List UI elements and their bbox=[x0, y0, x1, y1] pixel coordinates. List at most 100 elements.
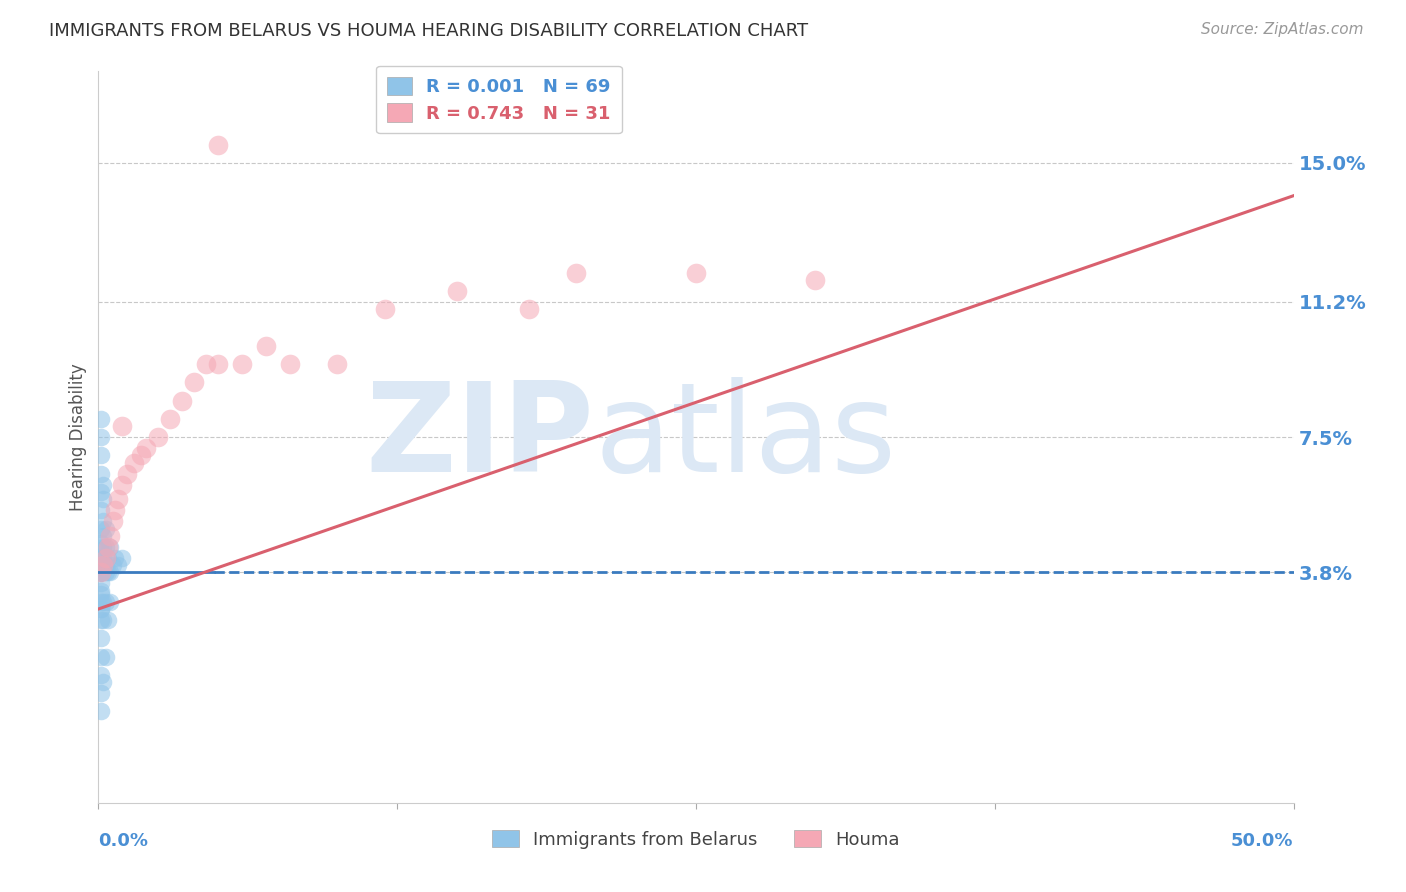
Point bbox=[91, 558, 114, 573]
Point bbox=[90, 566, 112, 580]
Point bbox=[90, 602, 112, 616]
Point bbox=[159, 412, 181, 426]
Point bbox=[90, 412, 112, 426]
Point bbox=[97, 566, 120, 580]
Point bbox=[91, 675, 114, 690]
Text: ZIP: ZIP bbox=[366, 376, 595, 498]
Point bbox=[517, 301, 540, 317]
Point bbox=[91, 594, 114, 608]
Point bbox=[97, 550, 120, 565]
Text: 50.0%: 50.0% bbox=[1232, 832, 1294, 850]
Text: IMMIGRANTS FROM BELARUS VS HOUMA HEARING DISABILITY CORRELATION CHART: IMMIGRANTS FROM BELARUS VS HOUMA HEARING… bbox=[49, 22, 808, 40]
Point bbox=[90, 566, 112, 580]
Point bbox=[135, 441, 157, 455]
Y-axis label: Hearing Disability: Hearing Disability bbox=[69, 363, 87, 511]
Point bbox=[374, 301, 396, 317]
Point bbox=[90, 467, 112, 481]
Point bbox=[90, 521, 112, 535]
Point bbox=[278, 357, 301, 371]
Point bbox=[90, 566, 112, 580]
Point bbox=[90, 566, 112, 580]
Point bbox=[685, 266, 707, 280]
Point bbox=[90, 566, 112, 580]
Point bbox=[446, 284, 468, 298]
Point bbox=[91, 540, 114, 554]
Point bbox=[90, 613, 112, 627]
Point bbox=[90, 448, 112, 462]
Point bbox=[97, 540, 120, 554]
Point bbox=[148, 430, 170, 444]
Point bbox=[90, 705, 112, 719]
Point bbox=[90, 566, 112, 580]
Point bbox=[565, 266, 588, 280]
Point bbox=[91, 566, 114, 580]
Point bbox=[94, 594, 117, 608]
Point bbox=[90, 536, 112, 550]
Point bbox=[90, 667, 112, 681]
Point bbox=[94, 558, 117, 573]
Point bbox=[90, 649, 112, 664]
Point bbox=[90, 503, 112, 517]
Point bbox=[94, 540, 117, 554]
Point bbox=[124, 456, 146, 470]
Point bbox=[94, 521, 117, 535]
Point bbox=[90, 566, 112, 580]
Point bbox=[91, 529, 114, 543]
Point bbox=[90, 594, 112, 608]
Point bbox=[90, 566, 112, 580]
Point bbox=[131, 448, 153, 462]
Point bbox=[90, 583, 112, 598]
Point bbox=[90, 566, 112, 580]
Point bbox=[90, 686, 112, 700]
Point bbox=[90, 566, 112, 580]
Point bbox=[98, 529, 122, 543]
Point bbox=[98, 594, 122, 608]
Point bbox=[91, 492, 114, 507]
Point bbox=[90, 566, 112, 580]
Point bbox=[90, 566, 112, 580]
Point bbox=[90, 566, 112, 580]
Point bbox=[90, 566, 112, 580]
Point bbox=[90, 632, 112, 646]
Point bbox=[90, 566, 112, 580]
Point bbox=[90, 602, 112, 616]
Legend: Immigrants from Belarus, Houma: Immigrants from Belarus, Houma bbox=[485, 822, 907, 856]
Point bbox=[111, 419, 134, 434]
Point bbox=[90, 430, 112, 444]
Point bbox=[90, 543, 112, 558]
Point bbox=[90, 566, 112, 580]
Point bbox=[98, 540, 122, 554]
Point bbox=[94, 550, 117, 565]
Point bbox=[90, 566, 112, 580]
Point bbox=[90, 550, 112, 565]
Point bbox=[90, 485, 112, 500]
Point bbox=[91, 613, 114, 627]
Point bbox=[90, 576, 112, 591]
Point bbox=[115, 467, 138, 481]
Point bbox=[195, 357, 218, 371]
Point bbox=[111, 550, 134, 565]
Point bbox=[94, 566, 117, 580]
Point bbox=[91, 477, 114, 491]
Point bbox=[326, 357, 349, 371]
Point bbox=[91, 558, 114, 573]
Point bbox=[90, 566, 112, 580]
Point bbox=[804, 273, 827, 287]
Point bbox=[90, 566, 112, 580]
Point bbox=[207, 357, 229, 371]
Point bbox=[111, 477, 134, 491]
Point bbox=[104, 503, 127, 517]
Point bbox=[254, 338, 277, 352]
Text: Source: ZipAtlas.com: Source: ZipAtlas.com bbox=[1201, 22, 1364, 37]
Point bbox=[101, 514, 124, 528]
Point bbox=[183, 375, 205, 389]
Text: 0.0%: 0.0% bbox=[98, 832, 149, 850]
Point bbox=[91, 550, 114, 565]
Point bbox=[172, 393, 194, 408]
Point bbox=[104, 550, 127, 565]
Point bbox=[94, 649, 117, 664]
Point bbox=[231, 357, 253, 371]
Point bbox=[90, 566, 112, 580]
Point bbox=[90, 587, 112, 601]
Point bbox=[91, 514, 114, 528]
